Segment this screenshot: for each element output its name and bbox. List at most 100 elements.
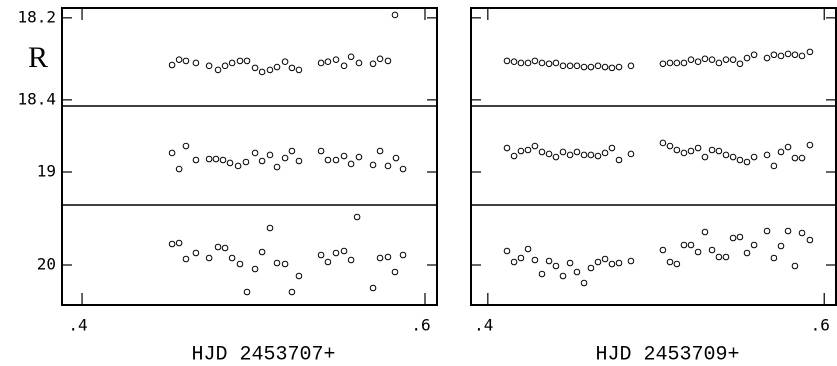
data-point xyxy=(791,51,799,59)
data-point xyxy=(355,153,363,161)
data-point xyxy=(273,259,281,267)
data-point xyxy=(347,53,355,61)
data-point xyxy=(221,62,229,70)
data-point xyxy=(715,59,723,67)
data-point xyxy=(205,254,213,262)
data-point xyxy=(608,260,616,268)
data-point xyxy=(219,156,227,164)
data-point xyxy=(324,58,332,66)
data-point xyxy=(392,154,400,162)
data-point xyxy=(266,224,274,232)
data-point xyxy=(770,254,778,262)
data-point xyxy=(659,60,667,68)
data-point xyxy=(510,258,518,266)
panel-frame xyxy=(470,7,837,306)
data-point xyxy=(524,59,532,67)
data-point xyxy=(708,56,716,63)
data-point xyxy=(251,265,259,273)
y-tick-label: 18.4 xyxy=(17,89,56,108)
data-point xyxy=(517,59,525,67)
data-point xyxy=(369,161,377,169)
data-point xyxy=(192,59,200,67)
data-point xyxy=(673,260,681,268)
data-point xyxy=(205,62,213,70)
data-point xyxy=(736,156,744,164)
data-point xyxy=(559,272,567,280)
data-point xyxy=(517,147,525,155)
data-point xyxy=(288,64,296,72)
data-point xyxy=(236,260,244,268)
data-point xyxy=(175,239,183,247)
data-point xyxy=(399,251,407,259)
data-point xyxy=(295,272,303,280)
data-point xyxy=(340,247,348,255)
data-point xyxy=(615,259,623,267)
data-point xyxy=(806,236,814,244)
data-point xyxy=(798,52,806,60)
data-point xyxy=(391,268,399,276)
data-point xyxy=(573,62,581,70)
data-point xyxy=(573,268,581,276)
data-point xyxy=(503,247,511,255)
data-point xyxy=(332,156,340,164)
data-point xyxy=(266,151,274,159)
data-point xyxy=(608,144,616,152)
data-point xyxy=(281,154,289,162)
data-point xyxy=(615,63,623,71)
data-point xyxy=(722,56,730,63)
data-point xyxy=(601,255,609,263)
data-point xyxy=(524,245,532,253)
x-tick-label: .6 xyxy=(411,316,430,335)
data-point xyxy=(587,63,595,71)
data-point xyxy=(729,56,737,63)
data-point xyxy=(777,242,785,250)
data-point xyxy=(559,148,567,156)
data-point xyxy=(594,62,602,70)
data-point xyxy=(750,153,758,161)
data-point xyxy=(694,248,702,256)
data-point xyxy=(784,50,792,58)
data-point xyxy=(317,147,325,155)
data-point xyxy=(332,56,340,63)
y-axis-label: R xyxy=(28,41,48,74)
data-point xyxy=(659,246,667,254)
data-point xyxy=(763,54,771,62)
data-point xyxy=(221,244,229,252)
data-point xyxy=(770,51,778,59)
data-point xyxy=(295,157,303,165)
data-point xyxy=(729,234,737,242)
data-point xyxy=(680,241,688,249)
data-point xyxy=(369,284,377,292)
data-point xyxy=(503,57,511,65)
data-point xyxy=(226,159,234,167)
y-tick-label: 19 xyxy=(37,162,56,181)
data-point xyxy=(182,142,190,150)
data-point xyxy=(770,162,778,170)
data-point xyxy=(317,251,325,259)
data-point xyxy=(243,57,251,65)
data-point xyxy=(552,153,560,161)
data-point xyxy=(587,264,595,272)
data-point xyxy=(666,142,674,150)
data-point xyxy=(743,249,751,257)
data-point xyxy=(615,156,623,164)
data-point xyxy=(192,156,200,164)
data-point xyxy=(659,139,667,147)
data-point xyxy=(376,254,384,262)
x-tick-label: .4 xyxy=(474,316,493,335)
data-point xyxy=(708,246,716,254)
y-tick-label: 20 xyxy=(37,255,56,274)
y-tick-label: 18.2 xyxy=(17,7,56,26)
data-point xyxy=(182,57,190,65)
data-point xyxy=(243,288,251,296)
data-point xyxy=(182,255,190,263)
data-point xyxy=(295,66,303,74)
data-point xyxy=(763,151,771,159)
data-point xyxy=(510,152,518,160)
data-point xyxy=(566,259,574,267)
data-point xyxy=(743,54,751,62)
data-point xyxy=(552,262,560,270)
data-point xyxy=(214,66,222,74)
data-point xyxy=(666,258,674,266)
